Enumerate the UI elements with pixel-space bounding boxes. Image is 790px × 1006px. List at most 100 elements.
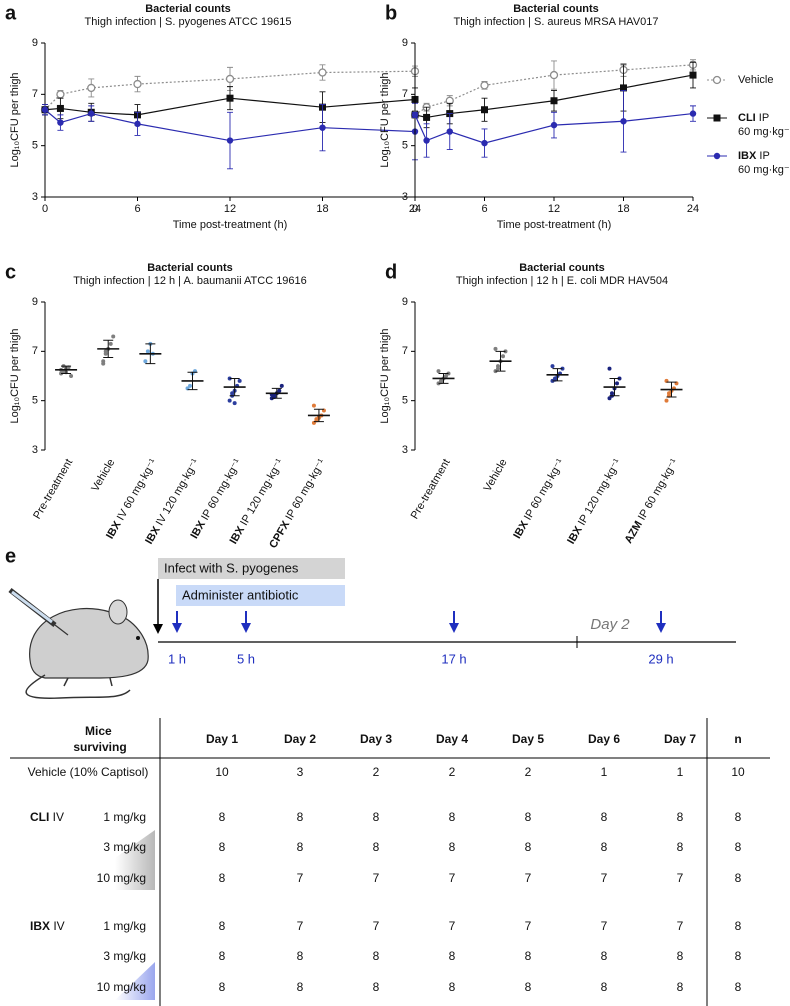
- table-cell: 10: [731, 765, 745, 779]
- table-cell: 8: [601, 949, 608, 963]
- marker: [57, 119, 64, 126]
- marker: [226, 137, 234, 144]
- table-cell: 8: [735, 980, 742, 994]
- marker: [550, 97, 558, 105]
- table-cell: 7: [525, 871, 532, 885]
- table-cell: 8: [525, 840, 532, 854]
- chart-title: Bacterial counts: [147, 262, 233, 274]
- chart-title: Bacterial counts: [519, 262, 605, 274]
- legend-marker: [712, 75, 722, 85]
- x-tick-label: 24: [409, 203, 421, 215]
- dose-gradient: [115, 962, 155, 1000]
- data-point: [501, 354, 505, 359]
- chart-subtitle: Thigh infection | S. pyogenes ATCC 19615: [85, 16, 292, 28]
- marker: [550, 121, 558, 129]
- table-cell: 8: [525, 949, 532, 963]
- data-point: [311, 403, 316, 408]
- table-cell: 2: [449, 765, 456, 779]
- data-point: [69, 374, 74, 378]
- table-cell: 7: [525, 919, 532, 933]
- table-cell: 7: [601, 919, 608, 933]
- table-cell: 2: [373, 765, 380, 779]
- marker: [549, 70, 559, 80]
- group-label: IBX IV: [30, 919, 65, 933]
- legend-label: Vehicle: [738, 74, 773, 86]
- marker: [88, 110, 95, 117]
- chart-subtitle: Thigh infection | S. aureus MRSA HAV017: [453, 16, 658, 28]
- data-point: [188, 383, 192, 388]
- marker: [133, 79, 142, 89]
- dose-time: 1 h: [168, 651, 186, 666]
- table-cell: 8: [525, 980, 532, 994]
- x-tick-label: 6: [134, 203, 140, 215]
- dose-arrow-head: [172, 623, 182, 633]
- data-point: [108, 341, 113, 346]
- y-tick-label: 5: [402, 140, 408, 152]
- table-cell: 8: [219, 949, 226, 963]
- x-tick-label: Vehicle: [89, 457, 117, 494]
- table-header: Day 7: [664, 732, 696, 746]
- data-point: [227, 398, 232, 403]
- group-label: CLI IV: [30, 810, 64, 824]
- marker: [41, 106, 49, 113]
- y-tick-label: 7: [402, 345, 408, 357]
- y-axis-label: Log₁₀CFU per thigh: [379, 328, 391, 423]
- data-point: [314, 417, 319, 422]
- table-cell: 8: [601, 980, 608, 994]
- table-header: Day 3: [360, 732, 392, 746]
- panel-letter: a: [5, 2, 17, 24]
- data-point: [103, 349, 108, 354]
- administer-label: Administer antibiotic: [182, 587, 299, 602]
- infect-label: Infect with S. pyogenes: [164, 560, 299, 575]
- dose-arrow-head: [656, 623, 666, 633]
- data-point: [143, 359, 148, 364]
- data-point: [493, 346, 498, 351]
- dose-gradient: [115, 830, 155, 890]
- table-cell: 7: [449, 871, 456, 885]
- x-tick-label: Pre-treatment: [31, 457, 75, 521]
- x-tick-label: Vehicle: [481, 457, 509, 494]
- dose-label: 10 mg/kg: [97, 980, 146, 994]
- x-tick-label: Pre-treatment: [409, 457, 453, 521]
- y-axis-label: Log₁₀CFU per thigh: [9, 328, 21, 423]
- legend-marker: [713, 152, 721, 160]
- x-tick-label: 0: [42, 203, 48, 215]
- dose-label: 1 mg/kg: [103, 810, 146, 824]
- dose-label: 1 mg/kg: [103, 919, 146, 933]
- y-tick-label: 7: [32, 345, 38, 357]
- chart-title: Bacterial counts: [145, 3, 231, 15]
- table-cell: 8: [735, 840, 742, 854]
- data-point: [232, 401, 237, 406]
- marker: [446, 128, 453, 135]
- data-point: [277, 388, 282, 393]
- x-tick-label: 12: [548, 203, 560, 215]
- dose-arrow-head: [449, 623, 459, 633]
- table-cell: 8: [373, 840, 380, 854]
- marker: [620, 84, 627, 92]
- table-cell: 7: [297, 919, 304, 933]
- y-tick-label: 9: [32, 296, 38, 308]
- table-cell: 8: [735, 919, 742, 933]
- table-cell: 8: [297, 810, 304, 824]
- table-header: Day 2: [284, 732, 316, 746]
- legend-label: CLI IP 60 mg·kg⁻¹: [738, 112, 790, 138]
- x-axis-label: Time post-treatment (h): [173, 219, 288, 231]
- data-point: [615, 381, 619, 386]
- dose-time: 17 h: [441, 651, 466, 666]
- marker: [411, 111, 419, 119]
- table-cell: 8: [219, 919, 226, 933]
- y-tick-label: 5: [402, 395, 408, 407]
- infect-box: [158, 558, 345, 579]
- panel-letter: b: [385, 2, 397, 24]
- data-point: [145, 349, 150, 354]
- marker: [56, 104, 64, 112]
- dose-arrow-head: [241, 623, 251, 633]
- dose-time: 29 h: [648, 651, 673, 666]
- table-cell: 8: [449, 980, 456, 994]
- data-point: [444, 374, 448, 378]
- table-cell: 7: [373, 871, 380, 885]
- arrow-head: [153, 624, 163, 634]
- marker: [689, 110, 697, 117]
- x-tick-label: 12: [224, 203, 236, 215]
